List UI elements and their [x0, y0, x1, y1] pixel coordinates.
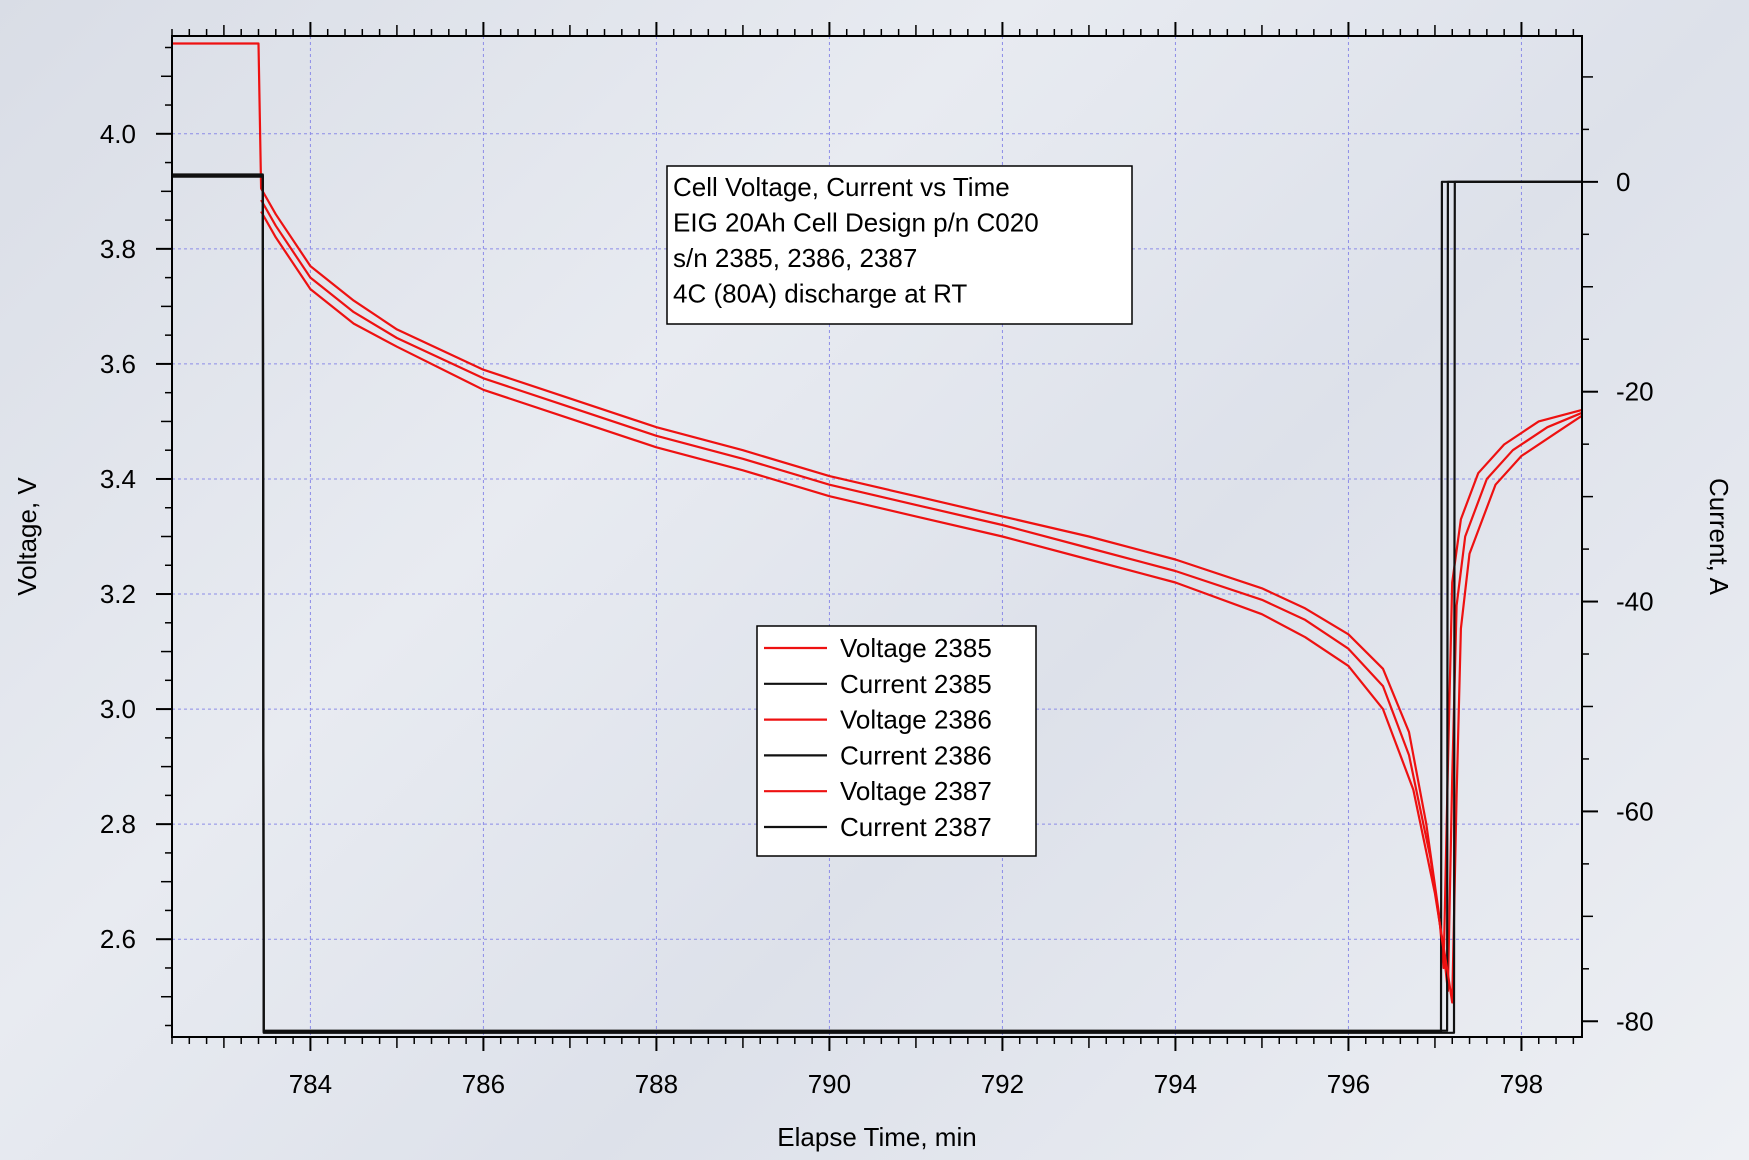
legend-label: Voltage 2387: [840, 776, 992, 806]
x-tick-label: 784: [289, 1069, 332, 1099]
x-tick-label: 798: [1500, 1069, 1543, 1099]
axis-tick-labels: 784 786 788 790 792 794 796 798 2.6 2.8 3.0 3.2 3.4 3…: [100, 119, 1654, 1099]
y-tick-label: 2.8: [100, 809, 136, 839]
legend-label: Voltage 2385: [840, 633, 992, 663]
legend: Voltage 2385 Current 2385 Voltage 2386 Curr…: [756, 625, 1037, 857]
grid-lines: [172, 36, 1582, 1037]
series-line-voltage-2386: [260, 199, 1583, 993]
y-tick-label: 3.8: [100, 234, 136, 264]
y-tick-label: 2.6: [100, 924, 136, 954]
y2-tick-label: -80: [1616, 1006, 1654, 1036]
legend-label: Current 2386: [840, 740, 992, 770]
annotation-line-4: 4C (80A) discharge at RT: [673, 279, 967, 309]
x-tick-label: 796: [1327, 1069, 1370, 1099]
y-axis-title: Voltage, V: [12, 477, 42, 596]
y2-tick-label: -40: [1616, 587, 1654, 617]
series-line-current-2387: [172, 174, 1582, 1034]
x-tick-label: 794: [1154, 1069, 1197, 1099]
legend-frame: [756, 625, 1037, 857]
y2-tick-label: 0: [1616, 167, 1630, 197]
y2-tick-label: -60: [1616, 796, 1654, 826]
y-tick-label: 3.0: [100, 694, 136, 724]
x-tick-label: 788: [635, 1069, 678, 1099]
annotation-frame: [666, 165, 1133, 325]
y2-axis-title: Current, A: [1704, 478, 1734, 596]
x-tick-label: 786: [462, 1069, 505, 1099]
legend-label: Voltage 2386: [840, 705, 992, 735]
y2-tick-label: -20: [1616, 377, 1654, 407]
annotation-line-2: EIG 20Ah Cell Design p/n C020: [673, 208, 1039, 238]
y-tick-label: 3.4: [100, 464, 136, 494]
x-tick-label: 790: [808, 1069, 851, 1099]
annotation-line-3: s/n 2385, 2386, 2387: [673, 243, 917, 273]
series-line-voltage-2385: [172, 42, 1583, 970]
annotation-box: Cell Voltage, Current vs Time EIG 20Ah C…: [666, 165, 1133, 325]
series-layer: [172, 42, 1583, 1034]
legend-label: Current 2385: [840, 669, 992, 699]
x-axis-title: Elapse Time, min: [777, 1122, 976, 1152]
y-tick-label: 3.6: [100, 349, 136, 379]
legend-label: Current 2387: [840, 812, 992, 842]
series-line-voltage-2387: [260, 210, 1583, 1004]
y-tick-label: 3.2: [100, 579, 136, 609]
annotation-line-1: Cell Voltage, Current vs Time: [673, 172, 1010, 202]
axis-ticks: [156, 22, 1598, 1051]
y-tick-label: 4.0: [100, 119, 136, 149]
x-tick-label: 792: [981, 1069, 1024, 1099]
